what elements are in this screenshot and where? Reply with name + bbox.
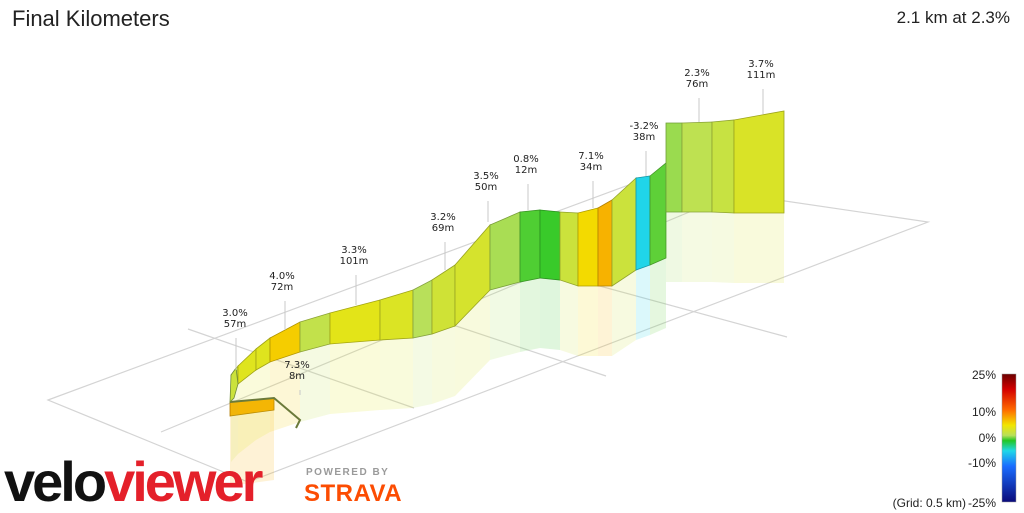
ribbon-shadow	[682, 212, 712, 282]
ribbon-face	[577, 207, 599, 287]
ribbon-shadow	[413, 334, 432, 408]
ribbon-face	[379, 289, 414, 341]
ribbon-shadow	[612, 270, 636, 356]
strava-logo: STRAVA	[304, 480, 403, 507]
ribbon-shadow	[231, 384, 238, 462]
ribbon-shadow	[598, 286, 612, 356]
segment-gain-label: 8m	[289, 371, 305, 382]
ribbon-shadow	[380, 338, 413, 410]
segment-gain-label: 69m	[432, 223, 454, 234]
legend-tick-10: 10%	[971, 405, 996, 419]
segment-gain-label: 101m	[340, 256, 369, 267]
ribbon-face	[635, 175, 651, 271]
segment-gradient-label: 3.7%	[748, 59, 773, 70]
ribbon-face	[519, 209, 541, 283]
page-title: Final Kilometers	[12, 6, 170, 31]
ribbon-shadow	[712, 212, 734, 283]
segment-gradient-label: 3.2%	[430, 212, 455, 223]
ribbon-shadow	[270, 352, 300, 432]
ribbon-shadow	[455, 290, 490, 396]
segment-gain-label: 50m	[475, 182, 497, 193]
ribbon-start-edge	[229, 396, 302, 429]
ribbon-face	[412, 279, 433, 339]
ribbon-face	[665, 122, 683, 213]
ribbon-shadow	[540, 278, 560, 350]
segment-gain-label: 12m	[515, 165, 537, 176]
ribbon-shadow	[734, 213, 784, 283]
ribbon-shadow	[256, 362, 270, 440]
legend-tick-minus10: -10%	[967, 456, 996, 470]
ribbon-face	[329, 299, 381, 345]
ribbon-face	[431, 264, 456, 335]
segment-gradient-label: 3.0%	[222, 308, 247, 319]
segment-gradient-label: 4.0%	[269, 271, 294, 282]
segment-gain-label: 72m	[271, 282, 293, 293]
ribbon-shadow	[520, 278, 540, 352]
ribbon-shadow	[636, 265, 650, 340]
powered-by-label: POWERED BY	[306, 467, 390, 478]
segment-gradient-label: 7.3%	[284, 360, 309, 371]
ribbon-shadow	[432, 326, 455, 404]
route-summary: 2.1 km at 2.3%	[896, 8, 1010, 27]
ribbon-shadow	[230, 410, 274, 486]
legend-tick-0: 0%	[978, 431, 996, 445]
gradient-legend-bar	[1001, 373, 1017, 503]
grid-note: (Grid: 0.5 km)	[892, 496, 966, 510]
ribbon-face	[711, 119, 735, 214]
ribbon-face	[489, 211, 521, 291]
ribbon-shadow	[578, 286, 598, 356]
segment-gradient-label: 2.3%	[684, 68, 709, 79]
segment-gradient-label: 0.8%	[513, 154, 538, 165]
segment-gradient-label: 7.1%	[578, 151, 603, 162]
segment-annotations: 7.3%8m 3.0%57m 4.0%72m 3.3%101m 3.2%69m 3.5%5…	[222, 59, 775, 395]
segment-gain-label: 76m	[686, 79, 708, 90]
ribbon-shadow	[666, 212, 682, 282]
ribbon-shadow	[650, 258, 666, 335]
legend-tick-minus25: -25%	[967, 496, 996, 510]
ribbon-face	[539, 209, 561, 281]
segment-gain-label: 111m	[747, 70, 776, 81]
ribbon-face	[681, 121, 713, 213]
ribbon-shadow	[490, 282, 520, 360]
veloviewer-logo: veloviewer	[4, 450, 263, 513]
ribbon-face	[611, 177, 637, 287]
segment-gain-label: 34m	[580, 162, 602, 173]
ribbon-face	[597, 199, 613, 287]
ribbon-shadow	[330, 340, 380, 414]
ribbon-shadow	[238, 370, 256, 454]
legend-tick-25: 25%	[971, 368, 996, 382]
ribbon-face	[559, 211, 579, 287]
ribbon-face	[733, 110, 785, 214]
segment-gain-label: 57m	[224, 319, 246, 330]
ribbon-face	[649, 162, 667, 266]
segment-gradient-label: 3.3%	[341, 245, 366, 256]
ribbon-shadow	[300, 344, 330, 422]
ribbon-shadow	[560, 280, 578, 356]
segment-gradient-label: 3.5%	[473, 171, 498, 182]
segment-gain-label: 38m	[633, 132, 655, 143]
ribbon-start-curl	[229, 366, 239, 404]
segment-gradient-label: -3.2%	[629, 121, 658, 132]
elevation-ribbon	[229, 110, 785, 486]
